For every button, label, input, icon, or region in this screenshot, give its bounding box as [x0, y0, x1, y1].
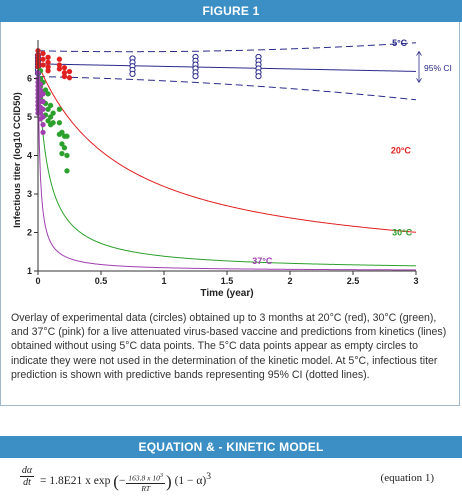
point-20C: [45, 68, 51, 74]
x-tick-label: 3: [413, 276, 418, 286]
point-20C: [61, 65, 68, 71]
point-37C: [40, 114, 46, 120]
exponent-fraction: 163.8 x 103 RT: [126, 471, 166, 493]
lhs-fraction: dα dt: [20, 465, 34, 488]
kinetic-equation: dα dt = 1.8E21 x exp (− 163.8 x 103 RT) (1…: [0, 462, 462, 496]
point-30C: [61, 145, 68, 151]
point-20C: [45, 54, 51, 60]
point-37C: [40, 98, 46, 105]
point-37C: [40, 91, 46, 97]
point-37C: [40, 129, 46, 136]
ci-upper-5C: [37, 42, 417, 53]
point-30C: [50, 120, 56, 126]
equation-label: (equation 1): [380, 472, 434, 484]
fit-line-5C: [37, 63, 417, 72]
point-30C: [45, 118, 51, 124]
point-20C: [56, 66, 63, 72]
point-20C: [40, 56, 46, 62]
y-tick-label: 1: [27, 266, 32, 276]
point-5C: [255, 73, 262, 80]
fit-line-37C: [37, 63, 416, 271]
point-20C: [61, 73, 68, 80]
point-30C: [56, 120, 63, 126]
point-20C: [40, 62, 46, 68]
exponent-numerator-sup: 3: [159, 472, 164, 480]
point-20C: [66, 75, 73, 81]
lhs-numerator: dα: [20, 465, 34, 477]
exponent-numerator-value: 163.8 x 10: [128, 473, 160, 483]
lhs-denominator: dt: [23, 477, 31, 488]
point-30C: [50, 110, 56, 116]
x-tick-label: 1.5: [221, 276, 234, 286]
point-20C: [66, 68, 73, 75]
point-37C: [37, 81, 44, 87]
y-tick-label: 2: [27, 228, 32, 238]
x-tick-label: 2.5: [347, 276, 360, 286]
equation-suffix: (1 − α): [174, 474, 207, 487]
exponent-denominator: RT: [141, 483, 151, 493]
x-axis-label: Time (year): [200, 288, 253, 299]
ci-lower-5C: [37, 76, 417, 101]
x-tick-label: 2: [287, 276, 292, 286]
titer-chart: 0 0.5 1 1.5 2 2.5 3 1 2 3 4 5 6 5°C 95% CI 20°C 30°C 37°…: [12, 38, 452, 299]
fit-line-30C: [37, 63, 417, 267]
point-37C: [40, 122, 46, 128]
x-tick-label: 1: [161, 276, 166, 286]
y-tick-label: 4: [27, 151, 32, 161]
point-30C: [59, 141, 65, 147]
point-20C: [56, 56, 63, 62]
point-30C: [45, 91, 51, 97]
annotation-label: 30°C: [392, 228, 413, 238]
point-30C: [56, 106, 63, 112]
point-30C: [59, 150, 65, 157]
annotation-label: 20°C: [391, 146, 412, 156]
point-20C: [45, 59, 51, 65]
point-30C: [59, 129, 65, 136]
ci-arrow-up: [416, 50, 422, 56]
equation-banner: EQUATION & - KINETIC MODEL: [0, 436, 462, 458]
figure-banner: FIGURE 1: [0, 0, 462, 22]
y-axis-label: Infectious titer (log10 CCID50): [12, 92, 23, 228]
point-30C: [64, 168, 70, 174]
point-30C: [64, 152, 70, 159]
point-37C: [40, 106, 46, 112]
figure-caption: Overlay of experimental data (circles) o…: [11, 312, 447, 381]
annotation-label: 95% CI: [424, 63, 452, 73]
equation-suffix-sup: 3: [206, 471, 212, 482]
annotation-label: 37°C: [252, 256, 273, 266]
point-20C: [40, 50, 46, 57]
point-5C: [192, 73, 199, 80]
ci-arrow-down: [416, 78, 422, 84]
point-30C: [47, 102, 54, 109]
figure-frame: [0, 22, 460, 406]
annotation-label: 5°C: [392, 38, 408, 48]
y-tick-label: 5: [27, 112, 32, 122]
y-tick-label: 3: [27, 189, 32, 199]
x-tick-label: 0.5: [95, 276, 108, 286]
point-30C: [64, 133, 70, 139]
equation-prefix: = 1.8E21 x exp: [40, 474, 111, 487]
point-5C: [129, 70, 136, 77]
fit-line-20C: [37, 63, 417, 233]
point-30C: [47, 114, 54, 120]
equation-rhs: = 1.8E21 x exp (− 163.8 x 103 RT) (1 − α)3: [40, 471, 212, 493]
equation-minus: −: [118, 474, 126, 487]
exponent-numerator: 163.8 x 103: [126, 471, 166, 484]
y-tick-label: 6: [27, 74, 32, 84]
x-tick-label: 0: [35, 276, 40, 286]
